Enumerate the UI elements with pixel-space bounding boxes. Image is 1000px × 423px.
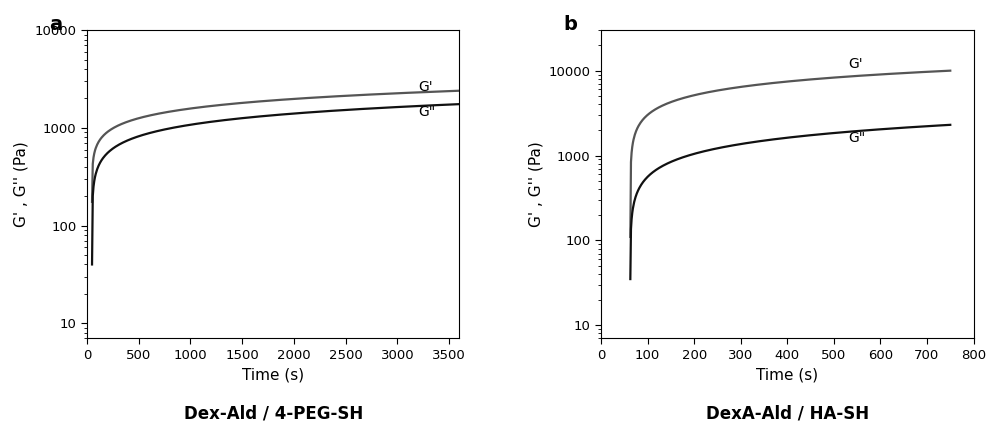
- Text: G": G": [848, 131, 865, 145]
- Y-axis label: G' , G'' (Pa): G' , G'' (Pa): [14, 141, 29, 227]
- Text: DexA-Ald / HA-SH: DexA-Ald / HA-SH: [706, 405, 869, 423]
- Text: G': G': [848, 57, 862, 71]
- Y-axis label: G' , G'' (Pa): G' , G'' (Pa): [528, 141, 543, 227]
- X-axis label: Time (s): Time (s): [756, 367, 818, 382]
- Text: G': G': [418, 80, 433, 94]
- Text: G": G": [418, 105, 435, 119]
- Text: b: b: [564, 15, 578, 34]
- X-axis label: Time (s): Time (s): [242, 367, 304, 382]
- Text: a: a: [50, 15, 63, 34]
- Text: Dex-Ald / 4-PEG-SH: Dex-Ald / 4-PEG-SH: [184, 405, 363, 423]
